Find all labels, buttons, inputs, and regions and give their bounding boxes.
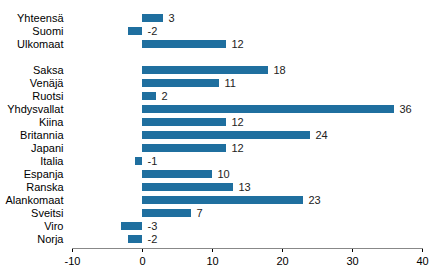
svg-text:Ranska: Ranska [26, 181, 64, 193]
svg-text:Yhteensä: Yhteensä [17, 12, 64, 24]
svg-text:-3: -3 [148, 220, 158, 232]
svg-text:18: 18 [274, 64, 286, 76]
svg-text:0: 0 [139, 255, 145, 267]
svg-text:24: 24 [316, 129, 328, 141]
svg-text:Italia: Italia [40, 155, 64, 167]
svg-text:12: 12 [232, 38, 244, 50]
svg-text:10: 10 [218, 168, 230, 180]
svg-text:40: 40 [416, 255, 428, 267]
svg-text:13: 13 [239, 181, 251, 193]
svg-text:Yhdysvallat: Yhdysvallat [7, 103, 63, 115]
svg-text:12: 12 [232, 142, 244, 154]
svg-text:30: 30 [346, 255, 358, 267]
svg-text:20: 20 [276, 255, 288, 267]
svg-text:Suomi: Suomi [32, 25, 63, 37]
svg-text:23: 23 [309, 194, 321, 206]
svg-text:Japani: Japani [31, 142, 63, 154]
svg-text:Norja: Norja [37, 233, 64, 245]
svg-text:Ulkomaat: Ulkomaat [17, 38, 63, 50]
svg-text:3: 3 [169, 12, 175, 24]
svg-text:-2: -2 [148, 233, 158, 245]
svg-text:-1: -1 [148, 155, 158, 167]
svg-text:Kiina: Kiina [39, 116, 64, 128]
svg-text:Viro: Viro [44, 220, 63, 232]
svg-text:-2: -2 [148, 25, 158, 37]
svg-text:Ruotsi: Ruotsi [32, 90, 63, 102]
svg-text:Britannia: Britannia [20, 129, 64, 141]
svg-text:12: 12 [232, 116, 244, 128]
svg-text:10: 10 [206, 255, 218, 267]
svg-text:Alankomaat: Alankomaat [5, 194, 63, 206]
svg-text:Venäjä: Venäjä [30, 77, 65, 89]
svg-text:2: 2 [162, 90, 168, 102]
svg-text:36: 36 [400, 103, 412, 115]
svg-text:7: 7 [197, 207, 203, 219]
svg-text:11: 11 [225, 77, 236, 89]
svg-text:Espanja: Espanja [24, 168, 65, 180]
svg-text:-10: -10 [65, 255, 81, 267]
svg-text:Saksa: Saksa [33, 64, 64, 76]
svg-text:Sveitsi: Sveitsi [31, 207, 63, 219]
